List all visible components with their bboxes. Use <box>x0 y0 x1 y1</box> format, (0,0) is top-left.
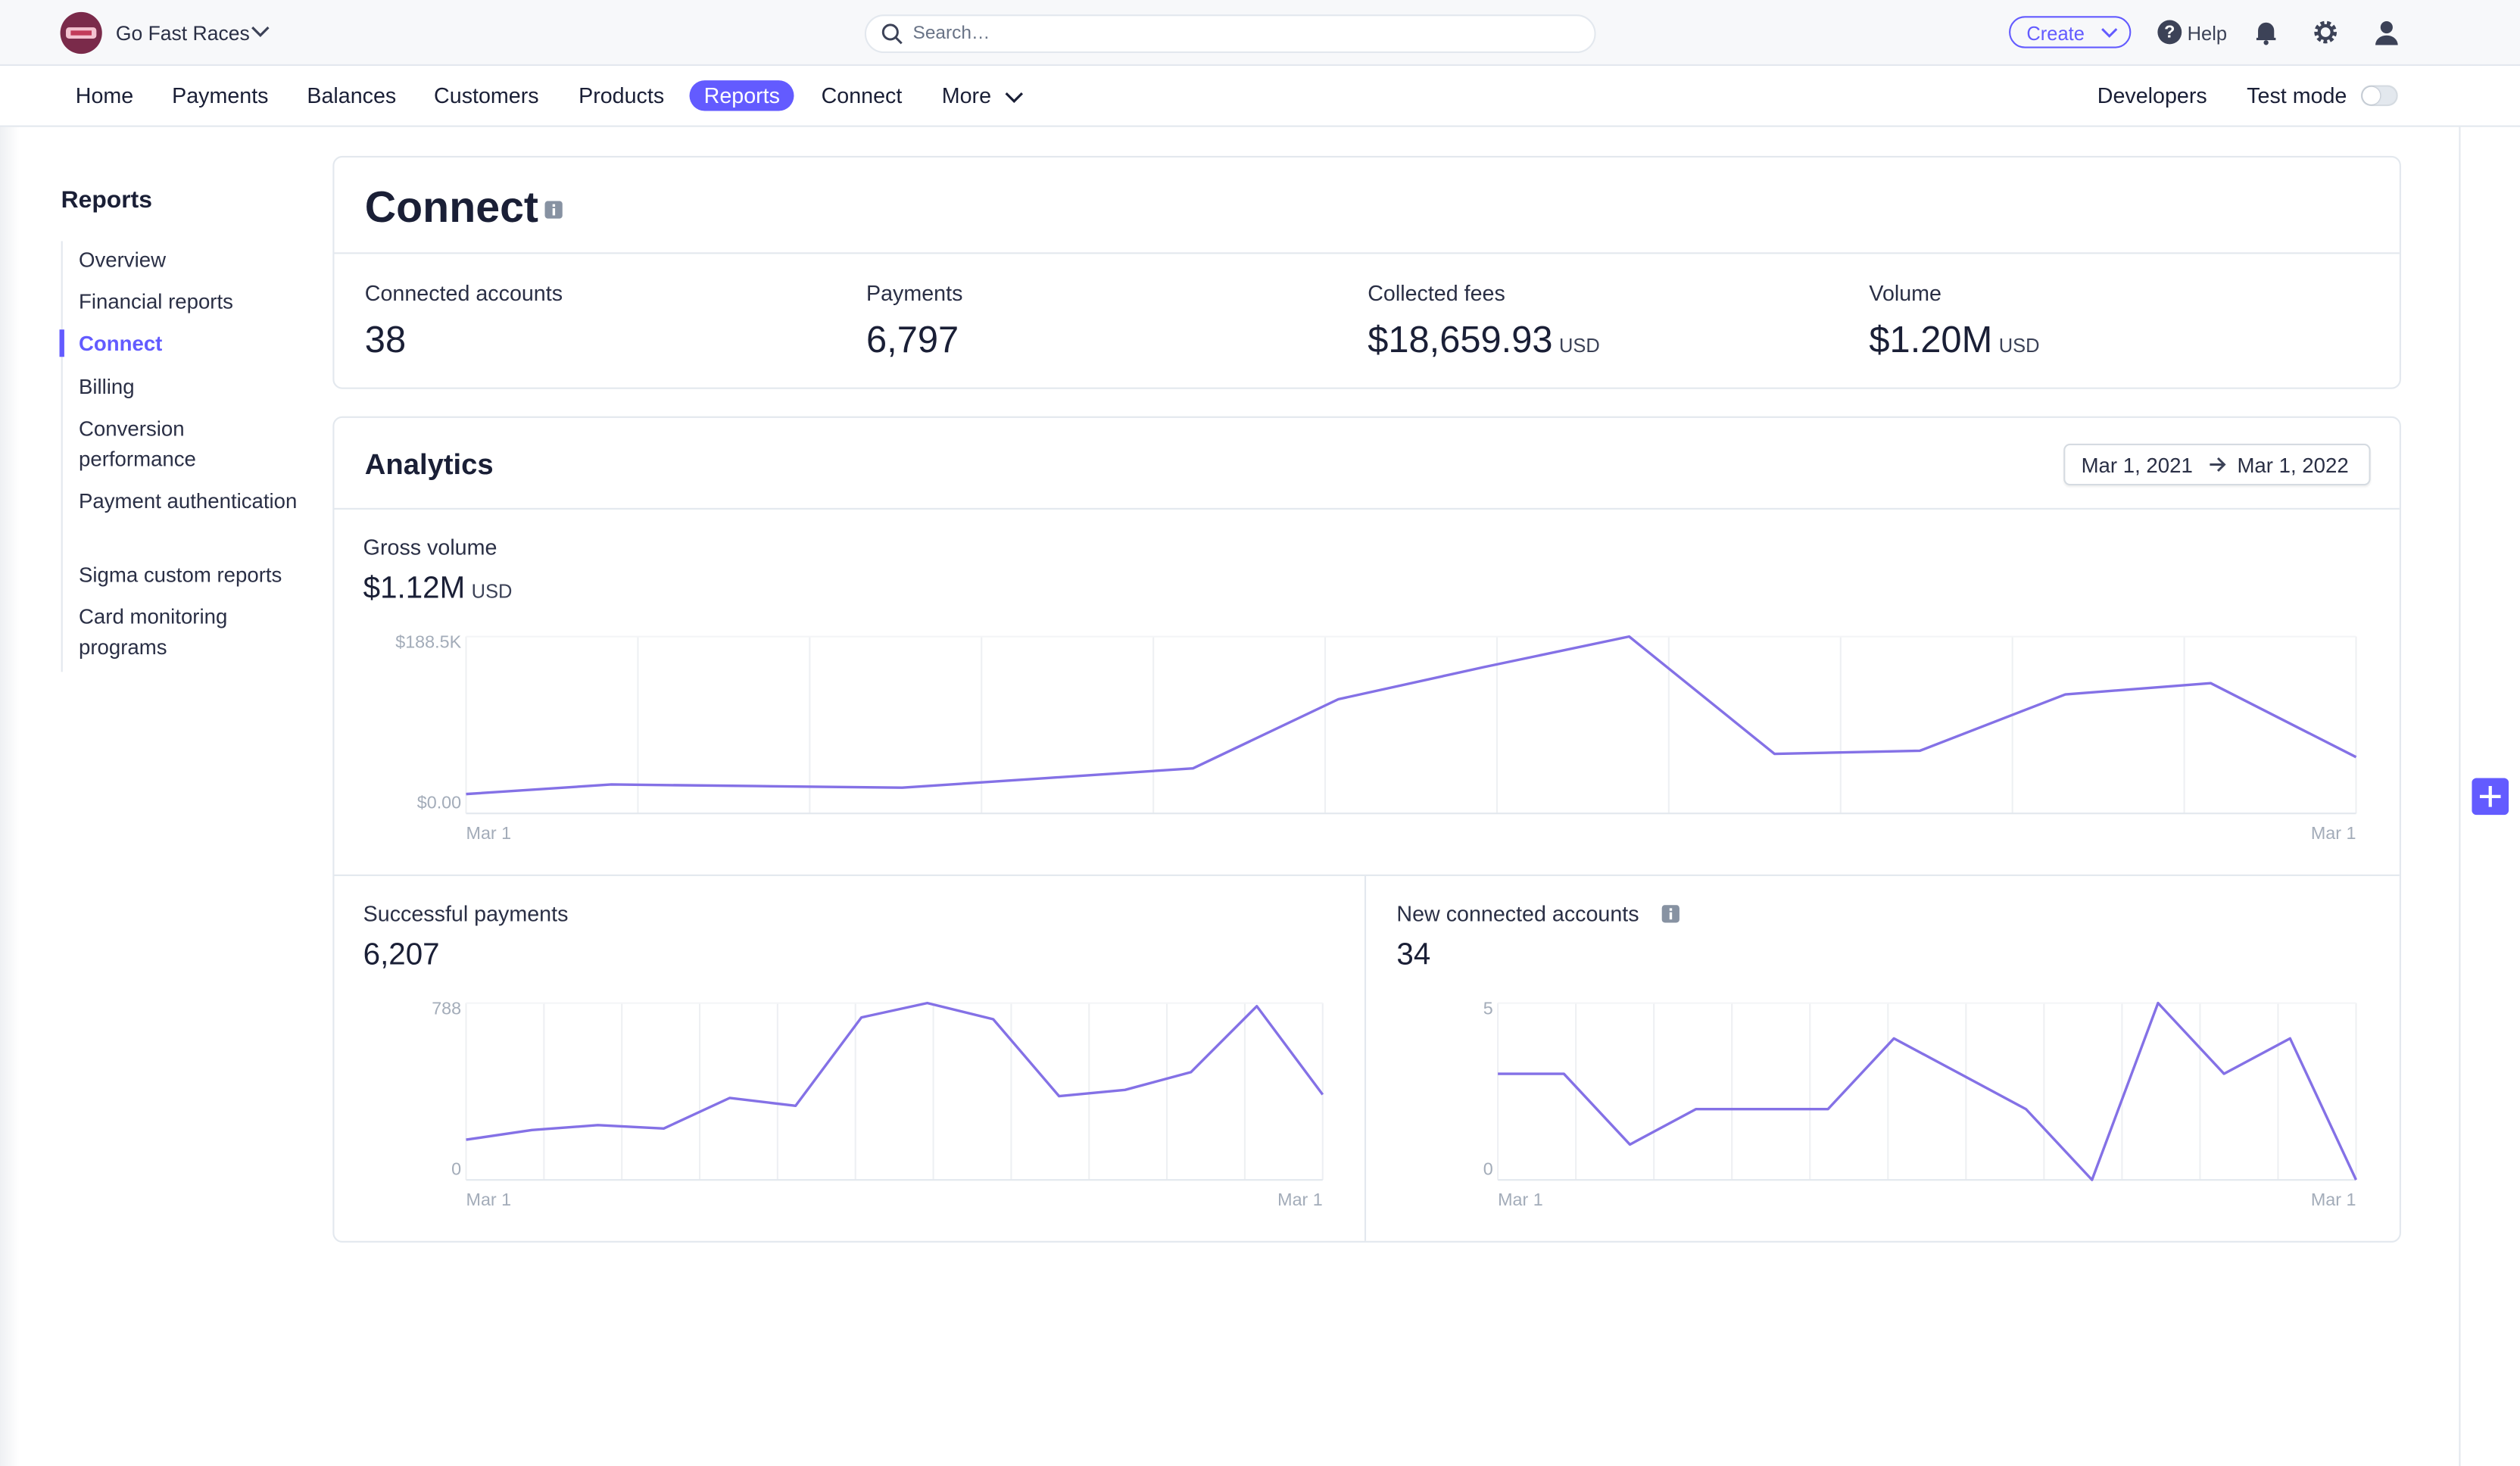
svg-text:?: ? <box>2164 22 2175 42</box>
add-button[interactable] <box>2472 778 2509 816</box>
x-tick-label: Mar 1 <box>466 823 512 843</box>
y-tick-label: 788 <box>432 998 461 1018</box>
chart-title: Gross volume <box>363 535 497 560</box>
sidebar-item[interactable]: Payment authentication <box>79 488 298 513</box>
data-line <box>1498 1001 2358 1181</box>
x-tick-label: Mar 1 <box>1498 1190 1543 1209</box>
stat-value-row: $18,659.93 USD <box>1368 318 1600 361</box>
sidebar-item[interactable]: Card monitoring programs <box>79 604 228 660</box>
divider <box>334 507 2400 510</box>
chart-unit: USD <box>471 580 513 604</box>
chart-title: Successful payments <box>363 901 569 926</box>
nav-item[interactable]: More <box>928 80 1037 111</box>
developers-link[interactable]: Developers <box>2097 83 2207 108</box>
chevron <box>2101 28 2118 38</box>
create-button[interactable]: Create <box>2009 16 2132 48</box>
stat-value: $1.20M <box>1869 318 1993 360</box>
arrow-icon <box>2210 457 2226 473</box>
chart-total: 34 <box>1396 938 1431 973</box>
account-logo[interactable] <box>60 11 103 55</box>
date-start: Mar 1, 2021 <box>2081 453 2193 478</box>
create-label: Create <box>2026 22 2085 45</box>
y-tick-label: $188.5K <box>395 632 461 651</box>
stat-unit: USD <box>1998 334 2040 357</box>
divider <box>334 874 2400 876</box>
x-tick-label: Mar 1 <box>466 1190 512 1209</box>
help-label[interactable]: Help <box>2187 22 2228 45</box>
chart-total: 6,207 <box>363 938 440 973</box>
info-icon[interactable] <box>544 201 563 219</box>
search-box[interactable]: Search… <box>864 14 1596 54</box>
chevron <box>1005 92 1023 103</box>
search-icon <box>881 23 903 45</box>
stat-label: Connected accounts <box>364 281 563 306</box>
stat-label: Volume <box>1869 281 1941 306</box>
edge-shade <box>0 125 20 1466</box>
stat-value: 6,797 <box>866 318 959 360</box>
notifications-icon[interactable] <box>2253 19 2279 45</box>
y-tick-label: 0 <box>1483 1159 1493 1179</box>
sidebar-rule <box>61 241 63 672</box>
nav-bar: Home Payments Balances Customers Products Rep… <box>0 66 2520 127</box>
y-tick-label: $0.00 <box>417 793 461 813</box>
y-tick-label: 0 <box>451 1159 461 1179</box>
chevron <box>251 26 270 37</box>
summary-card: Connect Connected accounts 38 Payments 6,79… <box>332 155 2401 389</box>
sidebar-item[interactable]: Sigma custom reports <box>79 562 282 587</box>
settings-icon[interactable] <box>2313 19 2338 45</box>
help-icon[interactable]: ? <box>2157 19 2182 45</box>
data-line <box>466 635 2357 796</box>
chart-total-row: 6,207 <box>363 939 440 975</box>
sidebar-title: Reports <box>61 186 152 214</box>
chart-total-row: 34 <box>1396 939 1430 975</box>
y-tick-label: 5 <box>1483 998 1493 1018</box>
nav-item[interactable]: Products <box>579 83 665 108</box>
data-line <box>466 1001 1324 1141</box>
stat-value-row: 38 <box>365 318 406 361</box>
active-indicator <box>59 329 64 357</box>
divider <box>1364 875 1367 1241</box>
sidebar-item[interactable]: Billing <box>79 374 135 399</box>
stat-label: Collected fees <box>1368 281 1505 306</box>
divider <box>334 252 2400 254</box>
nav-item[interactable]: Reports <box>689 80 795 111</box>
x-tick-label: Mar 1 <box>2311 1190 2356 1209</box>
stat-value: 38 <box>364 318 407 360</box>
top-bar: Go Fast Races Search… Create ? Help <box>0 0 2520 67</box>
account-name[interactable]: Go Fast Races <box>115 22 250 45</box>
sidebar-item[interactable]: Connect <box>79 331 163 356</box>
search-placeholder: Search… <box>912 23 990 44</box>
divider <box>2459 126 2461 1466</box>
stat-value-row: $1.20M USD <box>1869 318 2039 361</box>
nav-item[interactable]: Home <box>75 83 134 108</box>
page-title: Connect <box>364 183 539 232</box>
nav-item[interactable]: Balances <box>307 83 397 108</box>
date-end: Mar 1, 2022 <box>2237 453 2349 478</box>
x-tick-label: Mar 1 <box>2311 823 2356 843</box>
profile-icon[interactable] <box>2374 19 2400 45</box>
chart-total-row: $1.12M USD <box>363 572 513 608</box>
stat-value-row: 6,797 <box>866 318 959 361</box>
chart-total: $1.12M <box>363 572 466 607</box>
stat-label: Payments <box>866 281 963 306</box>
test-mode-toggle[interactable] <box>2360 85 2398 107</box>
stat-unit: USD <box>1559 334 1600 357</box>
sidebar-item[interactable]: Conversion performance <box>79 416 196 471</box>
sidebar-item[interactable]: Financial reports <box>79 289 233 313</box>
info-icon[interactable] <box>1661 905 1679 923</box>
x-tick-label: Mar 1 <box>1277 1190 1323 1209</box>
nav-item[interactable]: Connect <box>821 83 903 108</box>
date-range-button[interactable]: Mar 1, 2021 Mar 1, 2022 <box>2063 443 2371 486</box>
analytics-card: Analytics Mar 1, 2021 Mar 1, 2022 <box>332 416 2401 1243</box>
nav-item[interactable]: Customers <box>434 83 539 108</box>
nav-item[interactable]: Payments <box>172 83 269 108</box>
chart-title: New connected accounts <box>1396 901 1639 926</box>
sidebar-item[interactable]: Overview <box>79 247 167 272</box>
test-mode-label: Test mode <box>2247 83 2347 108</box>
section-title: Analytics <box>364 448 494 481</box>
stat-value: $18,659.93 <box>1368 318 1553 360</box>
